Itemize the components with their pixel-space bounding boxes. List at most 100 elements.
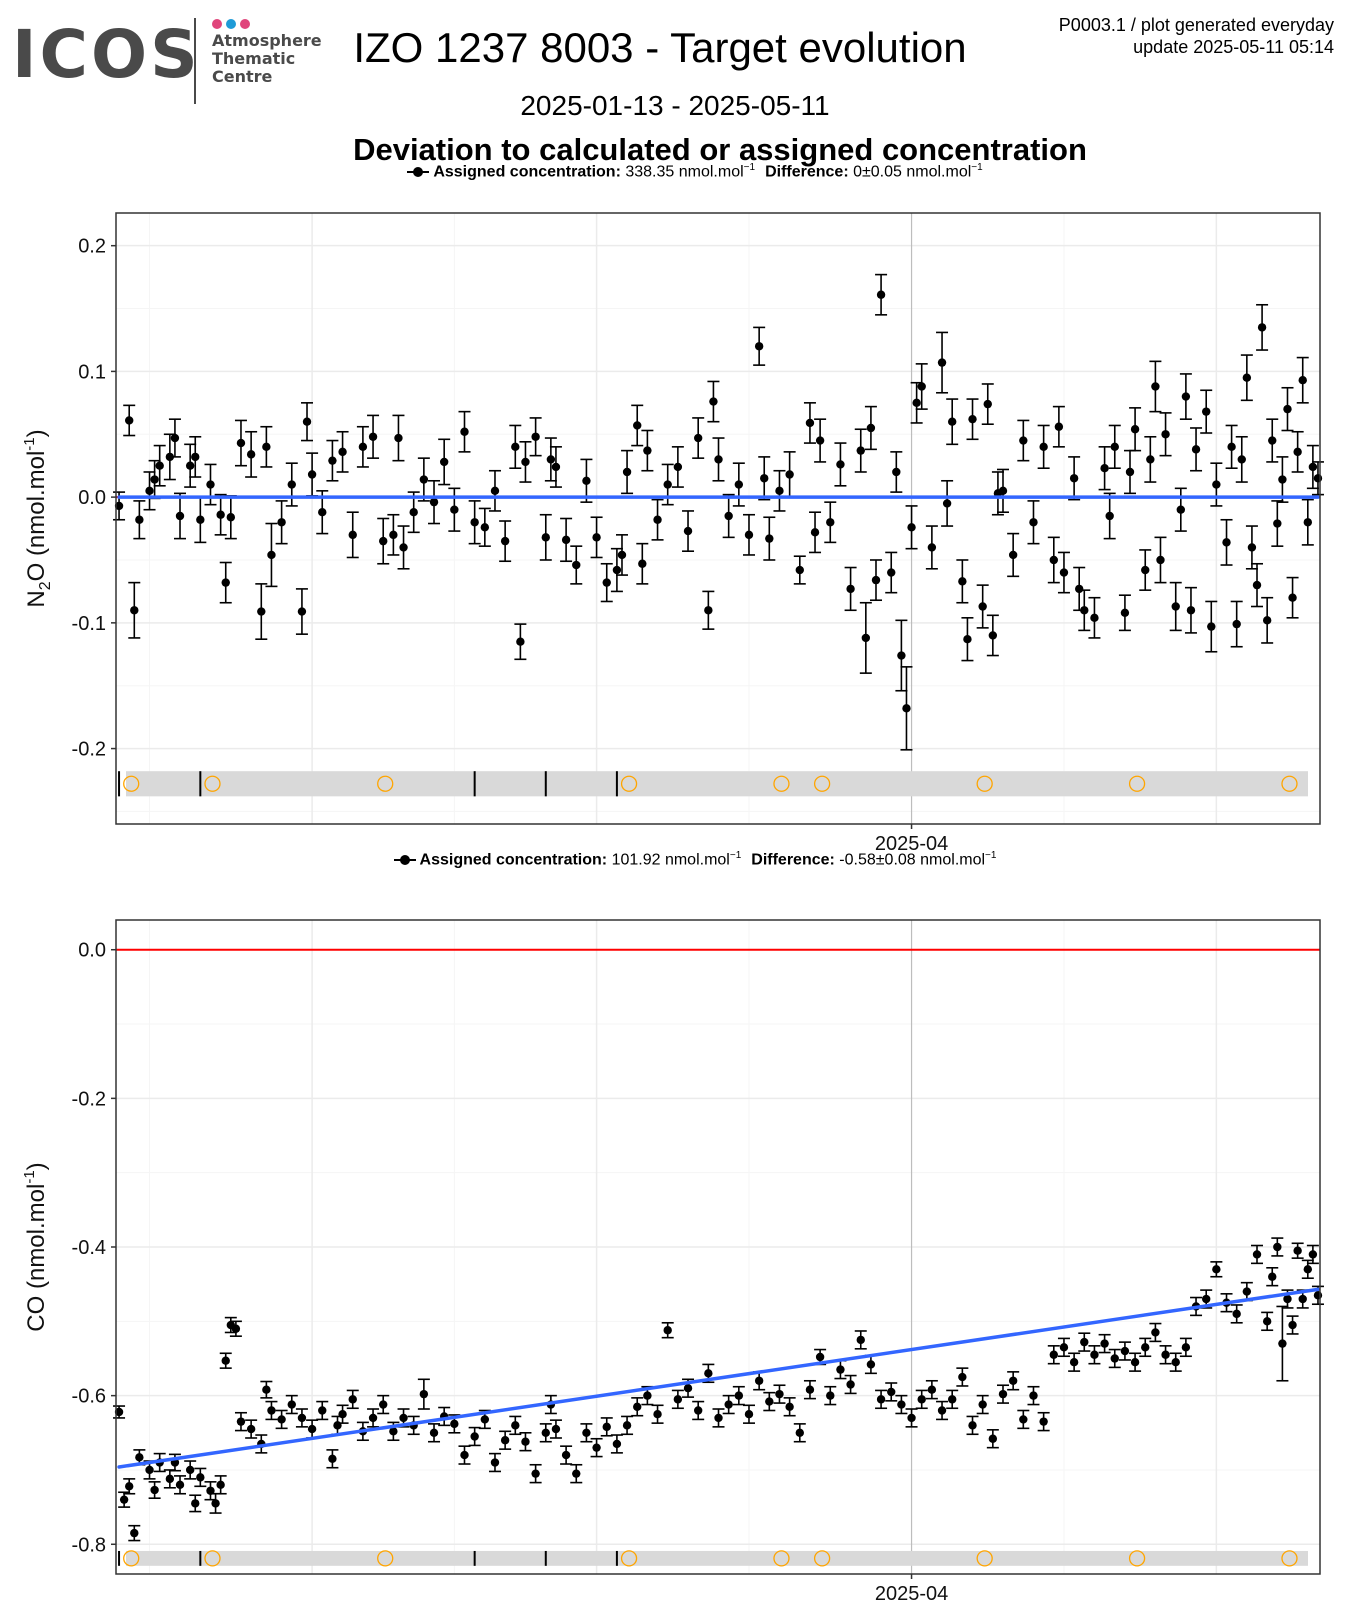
legend-assigned-value: 101.92 nmol.mol	[611, 851, 730, 869]
data-point	[836, 460, 845, 469]
data-point	[358, 442, 368, 452]
data-point	[1191, 445, 1201, 454]
flag-circle	[813, 1550, 831, 1567]
data-point	[419, 475, 429, 484]
data-point	[1120, 608, 1130, 617]
legend-assigned-label: Assigned concentration:	[419, 851, 608, 869]
logo-subtitle-line: Atmosphere	[212, 31, 322, 50]
generation-info-line: P0003.1 / plot generated everyday	[1058, 15, 1334, 35]
data-point	[1278, 1339, 1287, 1348]
data-point	[1313, 1291, 1323, 1300]
data-point	[470, 518, 479, 527]
data-point	[1146, 455, 1155, 464]
data-point	[500, 536, 510, 546]
data-point	[765, 1397, 774, 1406]
data-point	[709, 397, 718, 406]
data-point	[1288, 1320, 1297, 1330]
logo-subtitle-line: Centre	[212, 67, 273, 86]
data-point	[775, 486, 784, 496]
data-point	[236, 438, 246, 448]
data-point	[175, 1480, 185, 1490]
data-point	[572, 560, 581, 570]
plot-border	[115, 212, 1321, 825]
data-point	[145, 486, 154, 496]
data-point	[1019, 436, 1028, 445]
data-point	[409, 508, 418, 517]
data-point	[328, 1454, 337, 1464]
data-point	[1069, 474, 1079, 483]
data-point	[119, 1495, 129, 1504]
data-point	[1222, 538, 1231, 547]
data-point	[399, 1413, 408, 1423]
data-point	[846, 1380, 855, 1389]
data-point	[1019, 1415, 1028, 1424]
data-point	[419, 1389, 429, 1399]
data-point	[633, 1402, 642, 1411]
y-tick-label: -0.2	[72, 739, 106, 761]
logo-subtitle: Atmosphere Thematic Centre	[212, 32, 322, 86]
data-point	[246, 450, 256, 459]
data-point	[1186, 606, 1196, 615]
data-point	[125, 1482, 134, 1491]
co-legend: Assigned concentration: 101.92 nmol.mol−…	[0, 850, 1350, 869]
data-point	[394, 433, 403, 443]
data-point	[450, 505, 459, 514]
data-point	[1181, 1343, 1191, 1352]
flag-circle	[377, 1550, 394, 1567]
data-point	[551, 462, 561, 472]
data-point	[531, 432, 540, 441]
logo-divider	[194, 18, 196, 104]
flag-circle	[976, 1550, 993, 1567]
data-point	[744, 1410, 754, 1419]
data-point	[1237, 455, 1246, 464]
data-point	[1008, 550, 1018, 560]
n2o-chart: 0.2 0.1 0.0 -0.1 -0.2 2025-04 N2O (nmol.mol-1)	[21, 212, 1324, 855]
data-point	[460, 1450, 469, 1460]
data-point	[765, 534, 774, 543]
data-point	[1105, 511, 1114, 521]
data-point	[907, 1413, 916, 1423]
data-point	[1100, 464, 1109, 473]
data-point	[643, 446, 652, 455]
data-point	[897, 1400, 906, 1409]
data-point	[1262, 1317, 1272, 1326]
data-point	[978, 1400, 987, 1409]
data-point	[602, 1422, 611, 1432]
data-point	[998, 486, 1008, 496]
data-point	[206, 1486, 215, 1495]
flag-band	[126, 771, 1308, 797]
flag-circle	[377, 775, 394, 792]
data-point	[114, 1407, 124, 1417]
data-point	[521, 1437, 530, 1446]
data-point	[612, 1439, 622, 1449]
generation-info: P0003.1 / plot generated everyday update…	[1059, 14, 1334, 58]
data-point	[470, 1432, 479, 1441]
flag-circle	[813, 775, 831, 792]
data-point	[1207, 622, 1216, 631]
logo-wordmark: ICOS	[12, 16, 201, 93]
data-point	[866, 423, 876, 433]
logo-dot	[226, 19, 236, 29]
update-timestamp: update 2025-05-11 05:14	[1133, 37, 1334, 57]
data-point	[775, 1389, 784, 1399]
data-point	[191, 452, 200, 462]
y-tick-label: -0.6	[72, 1386, 106, 1408]
data-point	[917, 382, 926, 391]
data-point	[206, 480, 215, 489]
data-point	[287, 480, 296, 489]
data-point	[216, 1480, 225, 1490]
flag-circle	[123, 1550, 140, 1567]
data-point	[307, 470, 317, 479]
data-point	[1130, 425, 1140, 434]
data-point	[216, 510, 225, 519]
data-point	[145, 1465, 154, 1475]
data-point	[714, 455, 723, 464]
data-point	[1069, 1357, 1079, 1367]
trend-line	[117, 1287, 1320, 1469]
data-point	[1247, 543, 1257, 552]
data-point	[892, 467, 901, 477]
logo-dot	[212, 19, 222, 29]
flag-circle	[1281, 1550, 1298, 1567]
data-point	[673, 1395, 683, 1404]
data-point	[389, 530, 398, 540]
